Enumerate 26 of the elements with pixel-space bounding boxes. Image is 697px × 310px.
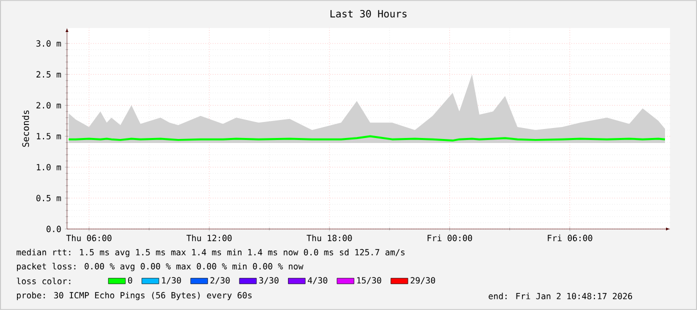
legend-label: 15/30: [357, 277, 382, 284]
y-tick-label: 2.5 m: [36, 71, 61, 78]
legend-label: 29/30: [410, 277, 436, 284]
y-tick-label: 1.0 m: [36, 164, 61, 170]
legend-label: 0: [128, 277, 132, 284]
y-tick-label: 3.0 m: [36, 40, 61, 47]
text: end: Fri Jan 2 10:48:17 2026: [488, 292, 632, 300]
x-tick-label: Fri 00:00: [428, 234, 472, 242]
x-tick-label: Fri 06:00: [548, 234, 592, 242]
text: median rtt: 1.5 ms avg 1.5 ms max 1.4 ms min 1.4 ms now 0.0 ms sd 125.7 am/s: [16, 248, 405, 258]
legend-title: loss color:: [16, 278, 70, 284]
x-tick-label: Thu 18:00: [306, 234, 352, 242]
x-tick-label: Thu 12:00: [186, 234, 232, 242]
y-tick-label: 1.5 m: [36, 133, 61, 140]
y-axis-title: Seconds: [22, 110, 30, 147]
legend-label: 1/30: [162, 277, 181, 284]
chart-title: Last 30 Hours: [330, 10, 407, 18]
legend-label: 4/30: [308, 277, 328, 284]
legend-label: 2/30: [210, 277, 230, 284]
y-tick-label: 0.0: [46, 226, 61, 232]
text: probe: 30 ICMP Echo Pings (56 Bytes) every 60s: [16, 292, 252, 300]
y-tick-label: 0.5 m: [36, 194, 61, 202]
legend-label: 3/30: [259, 277, 278, 284]
text: packet loss: 0.00 % avg 0.00 % max 0.00 % min 0.00 % now: [16, 262, 304, 272]
x-tick-label: Thu 06:00: [66, 234, 112, 242]
y-tick-label: 2.0 m: [36, 102, 61, 109]
